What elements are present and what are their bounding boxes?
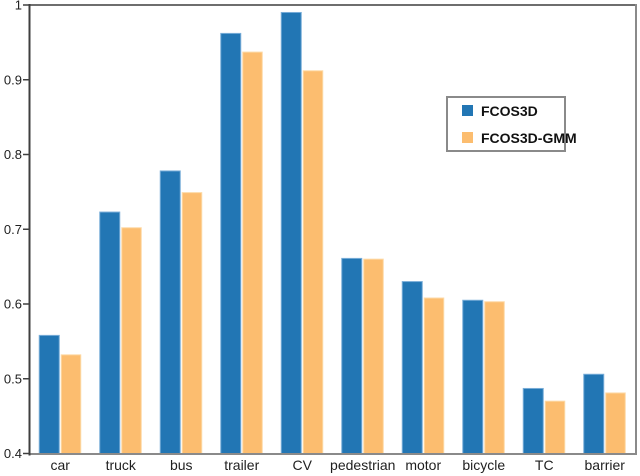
x-tick-label-TC: TC xyxy=(535,457,554,473)
bar-CV-fcos3d xyxy=(280,11,302,454)
bar-barrier-fcos3d xyxy=(583,373,605,455)
y-tick-label-0.8: 0.8 xyxy=(4,147,22,162)
x-tick-label-barrier: barrier xyxy=(585,457,626,473)
x-tick-label-motor: motor xyxy=(405,457,441,473)
legend-item-fcos3d: FCOS3D xyxy=(462,103,564,119)
bar-bicycle-fcos3d xyxy=(462,299,484,455)
y-tick-label-0.9: 0.9 xyxy=(4,72,22,87)
y-tick-label-0.5: 0.5 xyxy=(4,371,22,386)
x-tick-label-bicycle: bicycle xyxy=(462,457,505,473)
bar-pedestrian-fcos3d xyxy=(341,257,363,454)
bar-bus-fcos3d xyxy=(159,170,181,454)
bar-trailer-fcos3d xyxy=(220,32,242,454)
x-tick-label-truck: truck xyxy=(106,457,137,473)
legend-swatch-fcos3d-gmm-icon xyxy=(462,132,473,143)
bar-truck-fcos3d-gmm xyxy=(121,227,142,454)
x-tick-label-car: car xyxy=(51,457,71,473)
bar-barrier-fcos3d-gmm xyxy=(605,392,626,455)
x-tick-label-trailer: trailer xyxy=(224,457,259,473)
x-tick-label-bus: bus xyxy=(170,457,193,473)
x-tick-label-pedestrian: pedestrian xyxy=(330,457,395,473)
legend-item-fcos3d-gmm: FCOS3D-GMM xyxy=(462,130,577,146)
y-tick-label-1: 1 xyxy=(15,0,22,13)
bar-car-fcos3d xyxy=(38,334,60,454)
x-tick-label-CV: CV xyxy=(293,457,313,473)
bar-pedestrian-fcos3d-gmm xyxy=(363,258,384,454)
bar-car-fcos3d-gmm xyxy=(60,354,82,454)
legend: FCOS3D FCOS3D-GMM xyxy=(446,96,577,152)
bar-CV-fcos3d-gmm xyxy=(302,70,324,454)
y-tick-label-0.4: 0.4 xyxy=(4,446,22,461)
y-tick-label-0.6: 0.6 xyxy=(4,297,22,312)
bar-motor-fcos3d xyxy=(401,281,423,455)
bar-TC-fcos3d-gmm xyxy=(544,400,566,454)
bar-motor-fcos3d-gmm xyxy=(423,297,445,454)
bar-bus-fcos3d-gmm xyxy=(181,192,203,454)
bar-truck-fcos3d xyxy=(99,211,121,454)
bar-TC-fcos3d xyxy=(522,387,544,454)
bar-bicycle-fcos3d-gmm xyxy=(484,301,505,454)
legend-label-fcos3d: FCOS3D xyxy=(481,102,538,119)
legend-swatch-fcos3d-icon xyxy=(462,105,473,116)
legend-label-fcos3d-gmm: FCOS3D-GMM xyxy=(481,129,577,146)
y-tick-label-0.7: 0.7 xyxy=(4,222,22,237)
bar-trailer-fcos3d-gmm xyxy=(242,51,263,454)
